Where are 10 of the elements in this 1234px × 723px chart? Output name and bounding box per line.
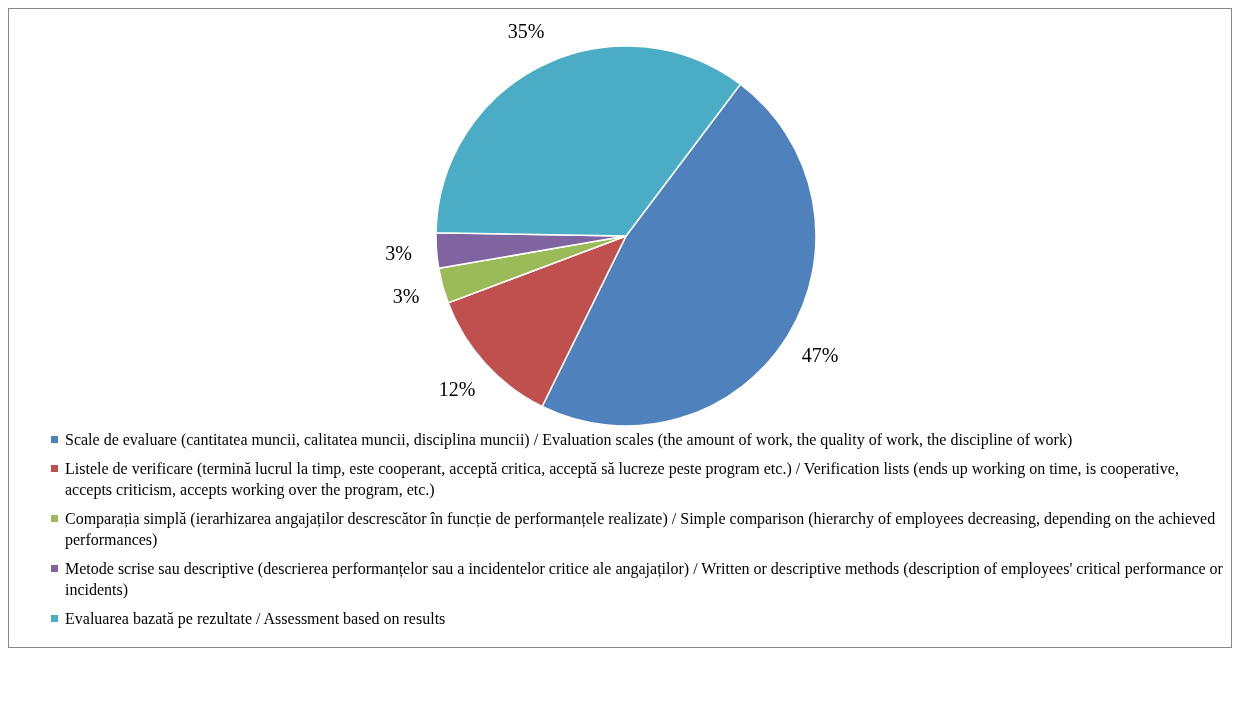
legend-label: Scale de evaluare (cantitatea muncii, calitatea muncii, disciplina muncii) / Evaluation scales (the amount of work, the quality of work, the discipline of work): [65, 430, 1073, 450]
data-label: 3%: [385, 242, 413, 265]
data-label: 12%: [438, 378, 476, 401]
legend-label: Metode scrise sau descriptive (descrierea performanțelor sau a incidentelor critice ale angajaților) / Written or descriptive methods (description of employees' critical performance or incidents): [65, 559, 1224, 600]
data-label: 35%: [507, 20, 545, 43]
data-label: 47%: [801, 344, 839, 367]
legend-label: Evaluarea bazată pe rezultate / Assessment based on results: [65, 609, 446, 629]
legend-label: Listele de verificare (termină lucrul la timp, este cooperant, acceptă critica, acceptă să lucreze peste program etc.) / Verification lists (ends up working on time, is cooperative, accepts criticism, accepts working over the program, etc.): [65, 459, 1180, 500]
data-label: 3%: [392, 284, 420, 307]
legend-label: Comparația simplă (ierarhizarea angajaților descrescător în funcție de performanțele realizate) / Simple comparison (hierarchy of employees decreasing, depending on the achieved performances): [65, 509, 1217, 550]
